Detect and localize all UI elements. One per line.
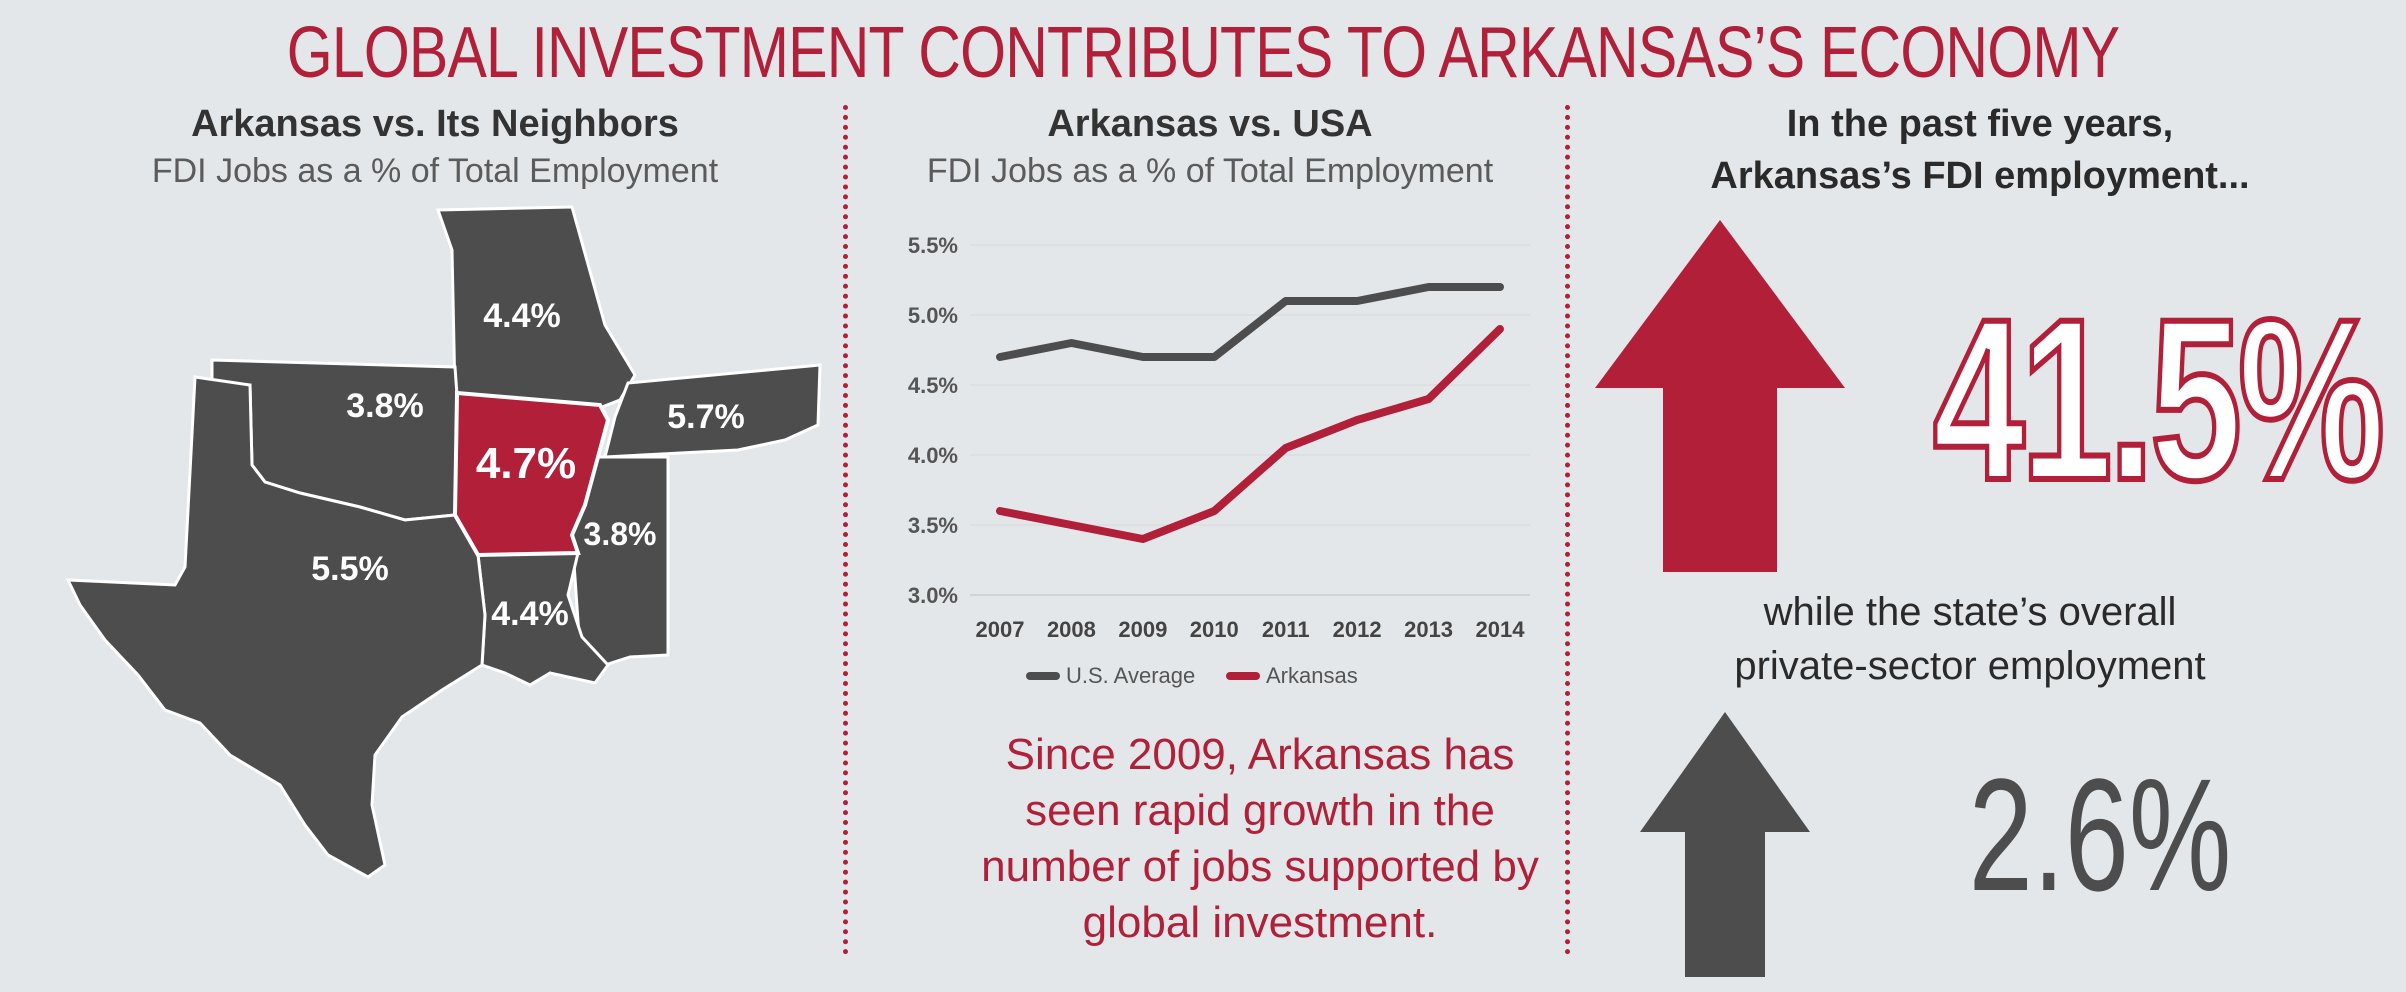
x-tick-label: 2010 (1190, 617, 1239, 642)
state-label-oklahoma: 3.8% (346, 387, 424, 425)
x-tick-label: 2008 (1047, 617, 1096, 642)
data-point (1069, 523, 1074, 527)
data-point (998, 355, 1002, 359)
y-tick-label: 5.5% (908, 233, 958, 258)
page-title: GLOBAL INVESTMENT CONTRIBUTES TO ARKANSA… (286, 13, 2120, 93)
y-tick-label: 3.5% (908, 513, 958, 538)
divider-left (843, 105, 848, 955)
data-point (998, 509, 1002, 513)
growth-heading-line: Arkansas’s FDI employment... (1710, 155, 2250, 197)
data-point (1140, 537, 1145, 541)
data-point (1355, 299, 1360, 303)
data-point (1212, 509, 1217, 513)
legend-label: U.S. Average (1066, 663, 1195, 688)
data-point (1426, 285, 1431, 289)
divider-right (1565, 105, 1570, 955)
state-label-arkansas: 4.7% (476, 439, 576, 488)
data-point (1283, 446, 1288, 450)
x-tick-label: 2007 (976, 617, 1025, 642)
series-line (996, 283, 1504, 361)
state-label-mississippi: 3.8% (584, 516, 657, 552)
overall-growth-value: 2.6% (1968, 745, 2232, 924)
y-tick-label: 5.0% (908, 303, 958, 328)
chart-panel-subtitle: FDI Jobs as a % of Total Employment (926, 152, 1494, 190)
data-point (1498, 285, 1502, 289)
growth-heading: In the past five years, Arkansas’s FDI e… (1580, 98, 2380, 202)
up-arrow-red-icon (1595, 220, 1845, 572)
x-tick-label: 2014 (1476, 617, 1526, 642)
state-arkansas (452, 390, 611, 558)
data-point (1426, 397, 1431, 401)
y-tick-label: 3.0% (908, 583, 958, 608)
state-label-texas: 5.5% (311, 550, 389, 588)
map-panel-title: Arkansas vs. Its Neighbors (191, 103, 679, 145)
map-panel-subtitle: FDI Jobs as a % of Total Employment (151, 152, 719, 190)
state-texas (65, 375, 487, 879)
x-tick-label: 2009 (1118, 617, 1167, 642)
y-tick-label: 4.0% (908, 443, 958, 468)
data-point (1140, 355, 1145, 359)
state-label-tennessee: 5.7% (667, 398, 745, 436)
data-point (1355, 418, 1360, 422)
series-line (996, 325, 1504, 543)
y-tick-label: 4.5% (908, 373, 958, 398)
up-arrow-gray-icon (1640, 712, 1810, 977)
state-tennessee (603, 363, 822, 459)
caption-line: seen rapid growth in the (1025, 786, 1495, 835)
chart-caption: Since 2009, Arkansas has seen rapid grow… (860, 727, 1660, 951)
caption-line: global investment. (1082, 898, 1438, 947)
neighbors-map: 4.4% 3.8% 4.7% 5.7% 3.8% 5.5% 4.4% (65, 205, 822, 879)
data-point (1498, 327, 1502, 331)
fdi-growth-value: 41.5% (1931, 271, 2388, 528)
caption-line: Since 2009, Arkansas has (1005, 730, 1515, 779)
while-text-line: private-sector employment (1734, 644, 2206, 688)
data-point (1283, 299, 1288, 303)
fdi-line-chart: 3.0% 3.5% 4.0% 4.5% 5.0% 5.5% 2007 2008 2009 2010… (908, 233, 1530, 688)
caption-line: number of jobs supported by (981, 842, 1539, 891)
x-tick-label: 2013 (1404, 617, 1453, 642)
while-text: while the state’s overall private-sector… (1640, 585, 2300, 693)
growth-heading-line: In the past five years, (1786, 103, 2174, 145)
state-label-missouri: 4.4% (483, 297, 561, 335)
data-point (1069, 341, 1074, 345)
x-tick-label: 2012 (1333, 617, 1382, 642)
while-text-line: while the state’s overall (1763, 590, 2177, 634)
x-tick-label: 2011 (1262, 617, 1310, 642)
chart-panel-title: Arkansas vs. USA (1047, 103, 1373, 145)
legend-label: Arkansas (1266, 663, 1358, 688)
state-label-louisiana: 4.4% (491, 595, 569, 633)
data-point (1212, 355, 1217, 359)
